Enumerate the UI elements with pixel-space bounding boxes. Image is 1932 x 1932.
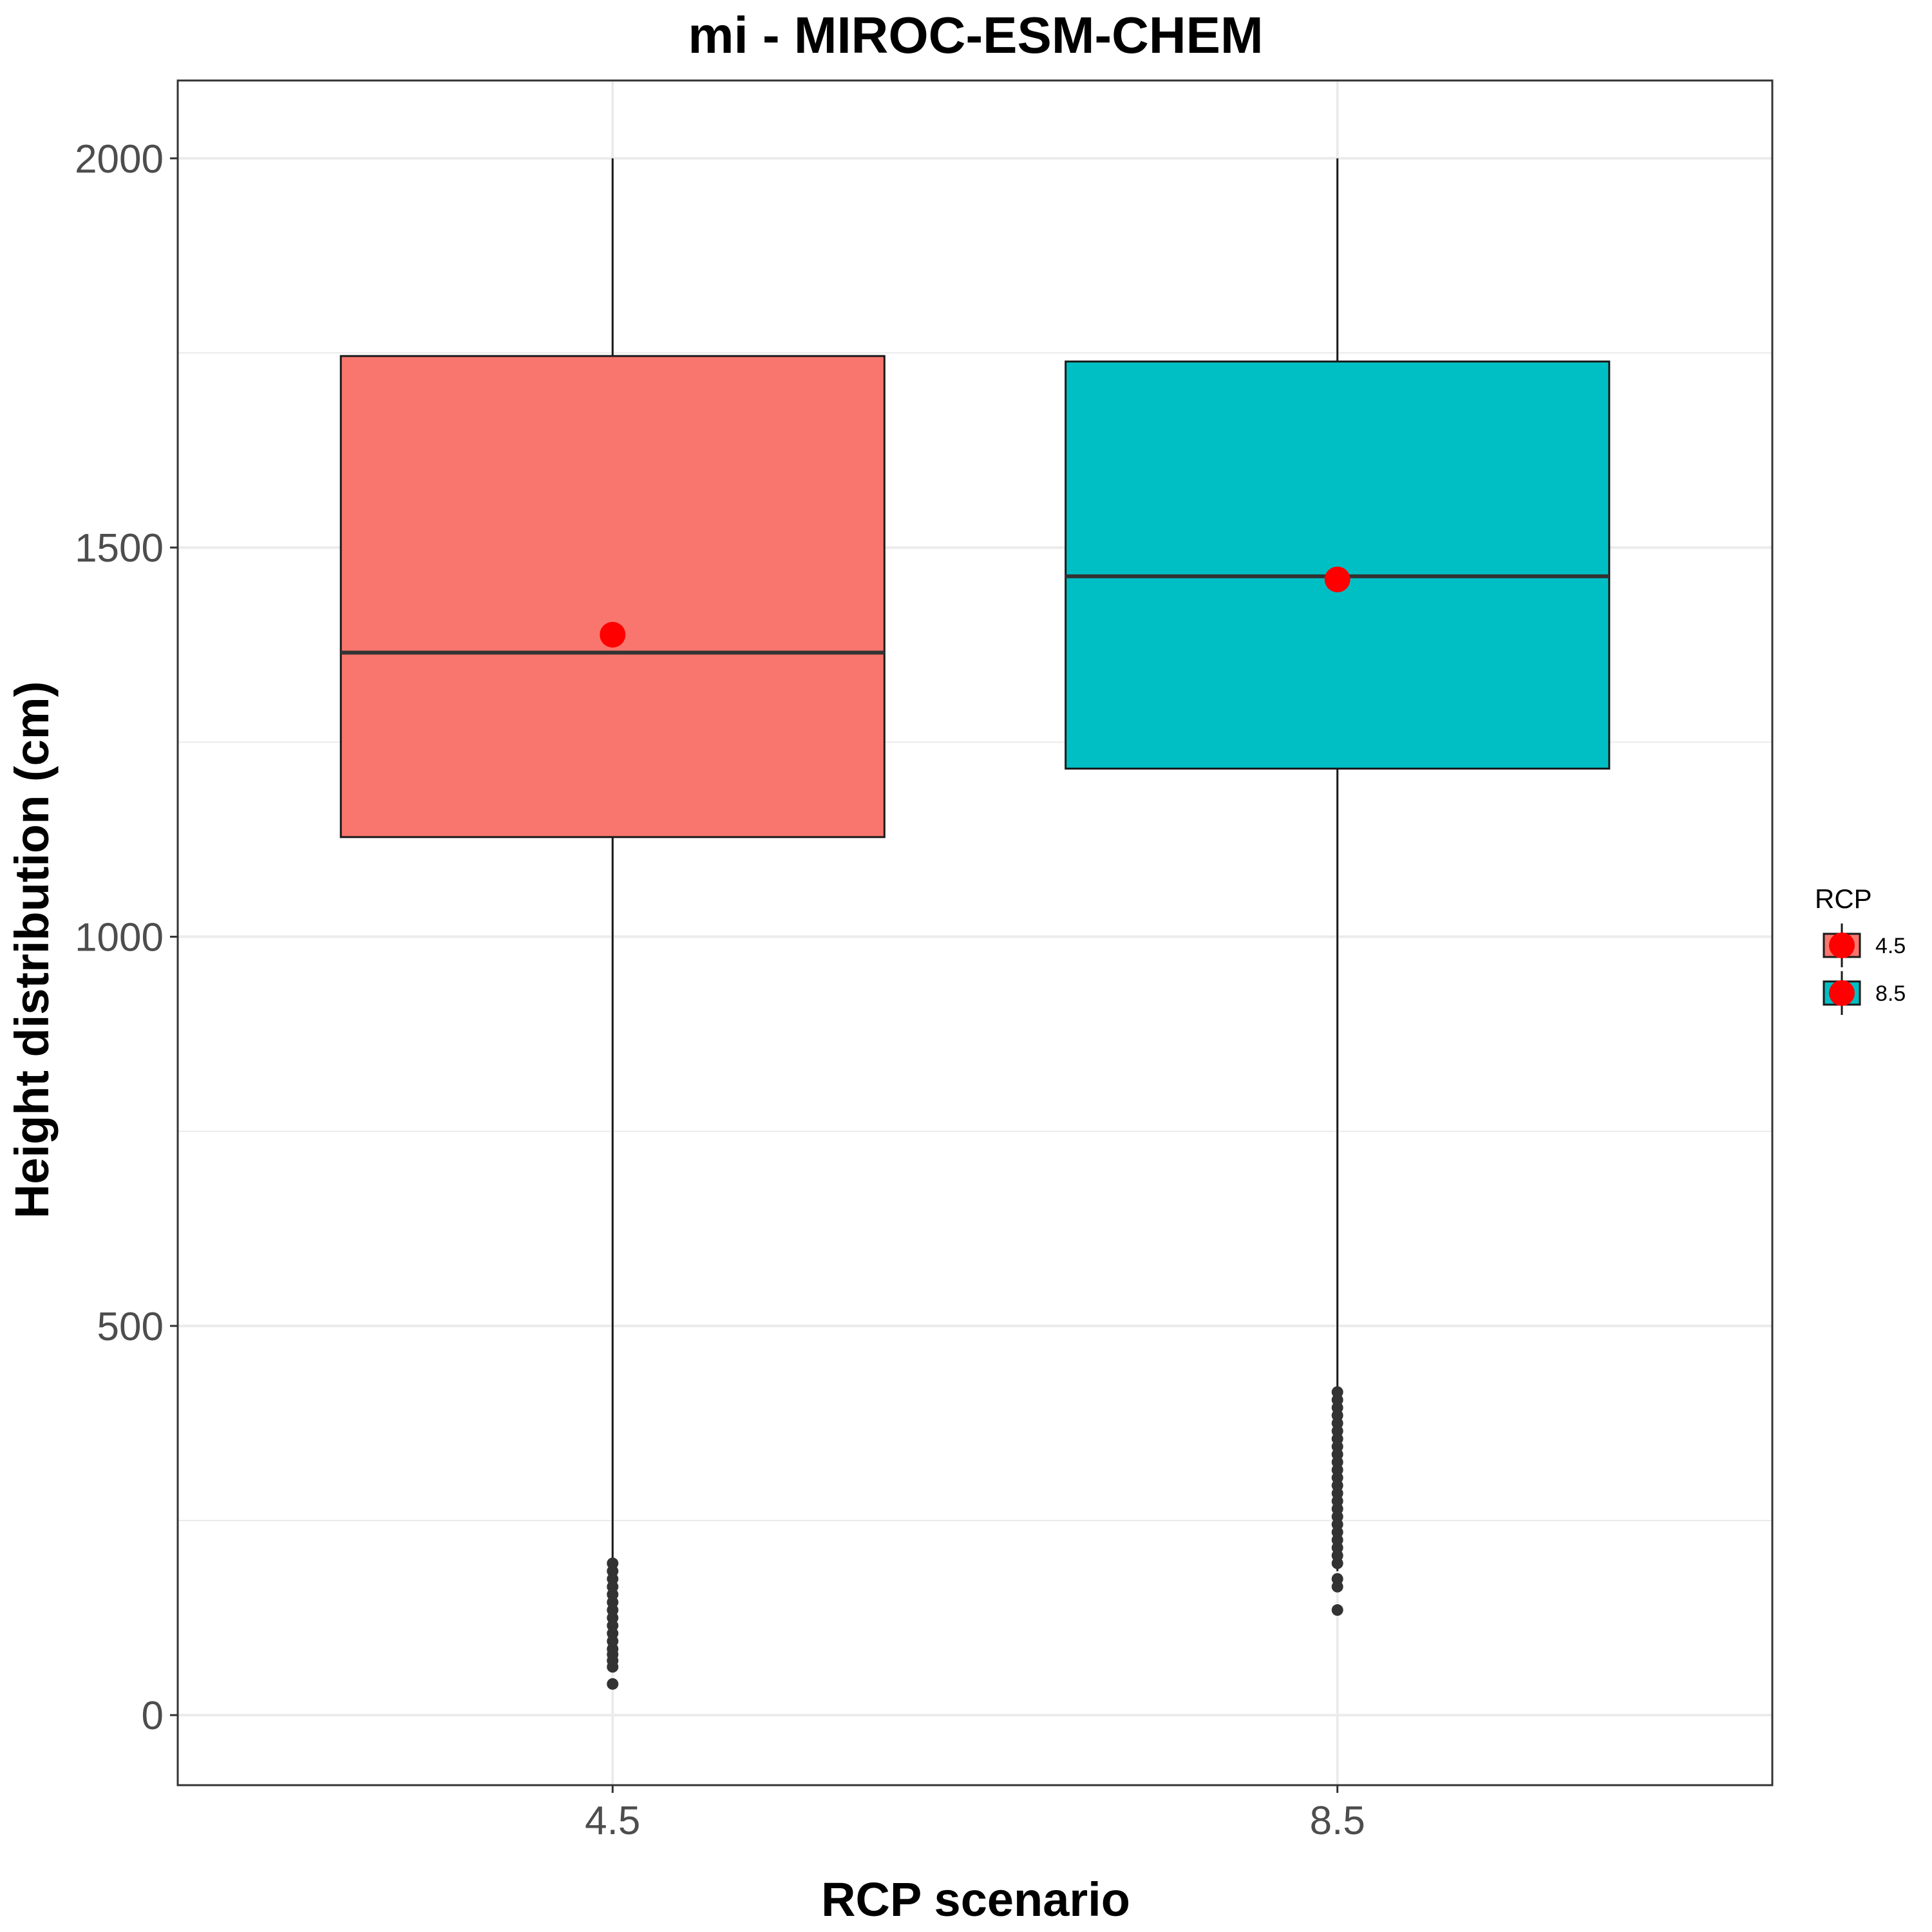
box [339, 355, 886, 838]
legend-label: 4.5 [1875, 934, 1906, 958]
box-group-4-5 [339, 158, 886, 1690]
outlier-point [607, 1678, 619, 1690]
mean-point [1324, 566, 1350, 592]
box-group-8-5 [1065, 158, 1611, 1616]
x-tick-label: 8.5 [1310, 1799, 1365, 1843]
y-tick-label: 2000 [75, 137, 164, 182]
legend-mean-point [1829, 933, 1855, 958]
legend-label: 8.5 [1875, 981, 1906, 1006]
plot-border [176, 79, 1774, 1786]
legend: RCP 4.5 8.5 [1815, 884, 1906, 1015]
outlier-point [1331, 1580, 1343, 1593]
y-tick-label: 1000 [75, 916, 164, 960]
box [1065, 360, 1611, 770]
plot-area: 0 500 1000 1500 2000 4.5 8.5 [75, 79, 1774, 1843]
legend-item-4-5: 4.5 [1823, 923, 1906, 967]
mean-point [600, 621, 626, 648]
legend-mean-point [1829, 980, 1855, 1006]
outlier-point [1331, 1557, 1343, 1569]
plot-background [178, 80, 1772, 1785]
x-axis-title: RCP scenario [821, 1873, 1130, 1926]
legend-title: RCP [1815, 884, 1872, 914]
chart-title: mi - MIROC-ESM-CHEM [688, 6, 1263, 64]
y-tick-label: 500 [97, 1305, 164, 1349]
y-tick-label: 1500 [75, 526, 164, 571]
y-axis-title: Height distribution (cm) [5, 681, 59, 1219]
x-tick-label: 4.5 [585, 1799, 640, 1843]
outlier-point [607, 1661, 619, 1673]
y-tick-label: 0 [142, 1694, 164, 1738]
outlier-point [1331, 1604, 1343, 1616]
legend-item-8-5: 8.5 [1823, 971, 1906, 1015]
